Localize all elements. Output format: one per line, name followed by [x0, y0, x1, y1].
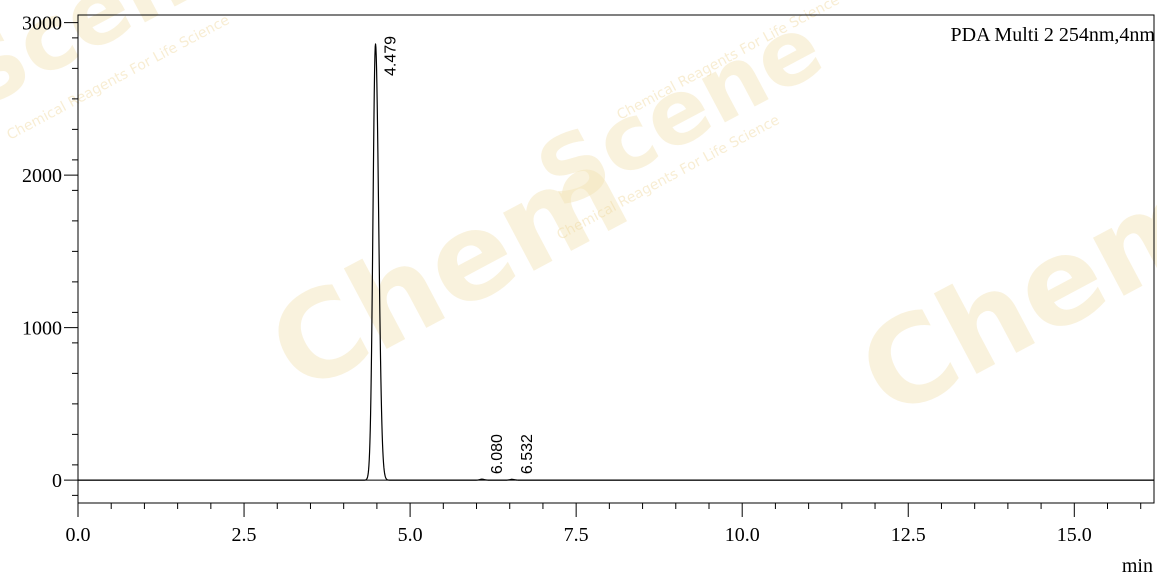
x-tick-label: 7.5	[564, 524, 589, 546]
y-tick-label: 0	[52, 470, 62, 492]
chromatogram-trace	[78, 43, 1154, 481]
svg-text:Scene: Scene	[521, 0, 839, 229]
x-tick-label: 15.0	[1057, 524, 1092, 546]
x-axis-unit: min	[1122, 555, 1153, 577]
peak-labels: 4.479 6.080 6.532	[374, 36, 536, 480]
y-tick-label: 2000	[22, 165, 62, 187]
y-tick-label: 3000	[22, 13, 62, 35]
legend-label: PDA Multi 2 254nm,4nm	[951, 24, 1156, 46]
x-tick-label: 5.0	[398, 524, 423, 546]
peak-apex-point	[481, 478, 483, 480]
peak-label: 6.080	[489, 434, 506, 474]
y-tick-label: 1000	[22, 318, 62, 340]
y-axis: 0 1000 2000 3000	[22, 13, 78, 496]
series-line-group	[78, 43, 1154, 481]
svg-text:Chem: Chem	[838, 145, 1157, 446]
x-tick-label: 0.0	[66, 524, 91, 546]
peak-label: 4.479	[382, 36, 399, 76]
x-tick-label: 2.5	[232, 524, 257, 546]
x-tick-label: 10.0	[725, 524, 760, 546]
x-tick-label: 12.5	[891, 524, 926, 546]
watermark-logo: Chem Chem Scene Chemical Reagents For Li…	[0, 0, 1157, 446]
peak-label: 6.532	[519, 434, 536, 474]
x-axis: 0.0 2.5 5.0 7.5 10.0 12.5 15.0	[66, 503, 1142, 546]
peak-apex-point	[374, 43, 377, 45]
plot-frame	[77, 14, 1155, 504]
peak-apex-point	[511, 478, 513, 480]
